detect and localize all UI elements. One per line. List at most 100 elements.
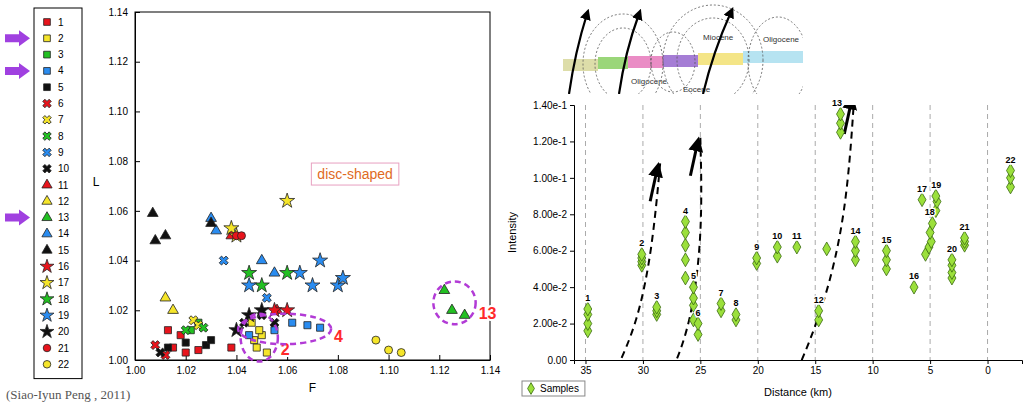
legend-symbol [44, 35, 51, 42]
y-tick-label: 1.06 [109, 206, 129, 217]
point [238, 232, 246, 240]
sample-label: 17 [917, 184, 927, 194]
y-tick [135, 360, 140, 361]
y-tick-group: 1.08 [109, 156, 140, 167]
point [179, 323, 192, 336]
fold-line [583, 14, 663, 94]
x-axis-line [136, 360, 491, 361]
x-tick-group: 0 [985, 360, 991, 376]
x-tick-group: 35 [580, 360, 592, 376]
x-tick-label: 30 [638, 365, 650, 376]
point [256, 327, 263, 334]
y-axis: 0.002.00e-24.00e-26.00e-28.00e-21.00e-11… [533, 100, 574, 366]
y-tick-group: 8.00e-2 [533, 209, 574, 220]
x-tick-label: 25 [695, 365, 707, 376]
x-tick-group: 1.08 [329, 355, 349, 376]
y-tick-label: 0.00 [548, 355, 568, 366]
y-axis-title: L [93, 175, 100, 189]
point [681, 253, 689, 267]
sample-label: 16 [909, 271, 919, 281]
fault-arrow [650, 169, 657, 201]
x-tick [700, 360, 701, 364]
sample-label: 4 [683, 206, 688, 216]
y-tick [570, 178, 574, 179]
fold-line [595, 28, 651, 94]
point [397, 349, 405, 357]
x-tick-label: 1.10 [379, 365, 399, 376]
y-tick-group: 1.00e-1 [533, 173, 574, 184]
point [910, 280, 918, 294]
figure: 1.001.021.041.061.081.101.121.141.001.02… [0, 0, 1032, 405]
sample-label: 9 [754, 242, 759, 252]
x-tick [930, 360, 931, 364]
point [694, 317, 702, 331]
grid-line [757, 105, 758, 360]
point [837, 107, 845, 121]
y-tick-label: 1.40e-1 [533, 100, 567, 111]
sample-label: 7 [719, 288, 724, 298]
legend-symbol [42, 228, 52, 237]
x-tick-label: 1.12 [430, 365, 450, 376]
point [793, 240, 801, 254]
point [681, 215, 689, 229]
legend-label: 9 [58, 147, 64, 158]
point [815, 304, 823, 318]
sample-label: 8 [733, 298, 738, 308]
y-tick-label: 1.12 [109, 56, 129, 67]
point [653, 300, 661, 314]
legend-box [34, 8, 82, 379]
y-tick-label: 6.00e-2 [533, 245, 567, 256]
point [681, 238, 689, 252]
sample-label: 2 [639, 238, 644, 248]
point [254, 278, 269, 292]
point [208, 337, 215, 344]
y-tick-group: 2.00e-2 [533, 318, 574, 329]
point [948, 253, 956, 267]
point [280, 193, 295, 207]
point [164, 327, 171, 334]
y-tick-group: 6.00e-2 [533, 245, 574, 256]
legend-symbol [44, 51, 51, 58]
point [773, 240, 781, 254]
legend-symbol [40, 292, 54, 305]
y-axis-line [570, 106, 575, 361]
point [313, 253, 328, 267]
y-tick [570, 251, 574, 252]
legend-symbol [40, 324, 54, 337]
sample-labels: 12345678910111213141516171819202122 [585, 98, 1015, 317]
plot-area [584, 105, 1015, 360]
x-tick-group: 5 [928, 360, 934, 376]
point [304, 322, 311, 329]
point [269, 267, 280, 276]
legend-label: 1 [58, 17, 64, 28]
legend-label: 15 [58, 245, 70, 256]
cross-section-shapes [563, 5, 803, 94]
legend-label: 2 [58, 33, 64, 44]
sample-label: 3 [654, 291, 659, 301]
x-tick [490, 355, 491, 360]
y-tick [135, 12, 140, 13]
point [217, 254, 230, 267]
point [292, 265, 307, 279]
y-tick-group: 1.06 [109, 206, 140, 217]
point [150, 234, 161, 243]
y-tick [570, 360, 574, 361]
point [918, 193, 926, 207]
point [228, 344, 235, 351]
x-tick-group: 15 [810, 360, 822, 376]
legend-symbol [44, 84, 51, 91]
annotation-text: disc-shaped [317, 166, 393, 182]
legend-symbol [41, 146, 54, 159]
fault-line [703, 12, 731, 94]
x-tick-group: 1.12 [430, 355, 450, 376]
point [932, 189, 940, 203]
x-tick-group: 1.04 [227, 355, 247, 376]
legend-symbol [41, 113, 54, 126]
legend-symbol [40, 308, 54, 321]
sample-label: 1 [585, 293, 590, 303]
x-axis-title: Distance (km) [764, 386, 832, 398]
x-tick-group: 25 [695, 360, 707, 376]
y-tick-group: 1.20e-1 [533, 136, 574, 147]
x-tick [439, 355, 440, 360]
point [823, 242, 831, 256]
